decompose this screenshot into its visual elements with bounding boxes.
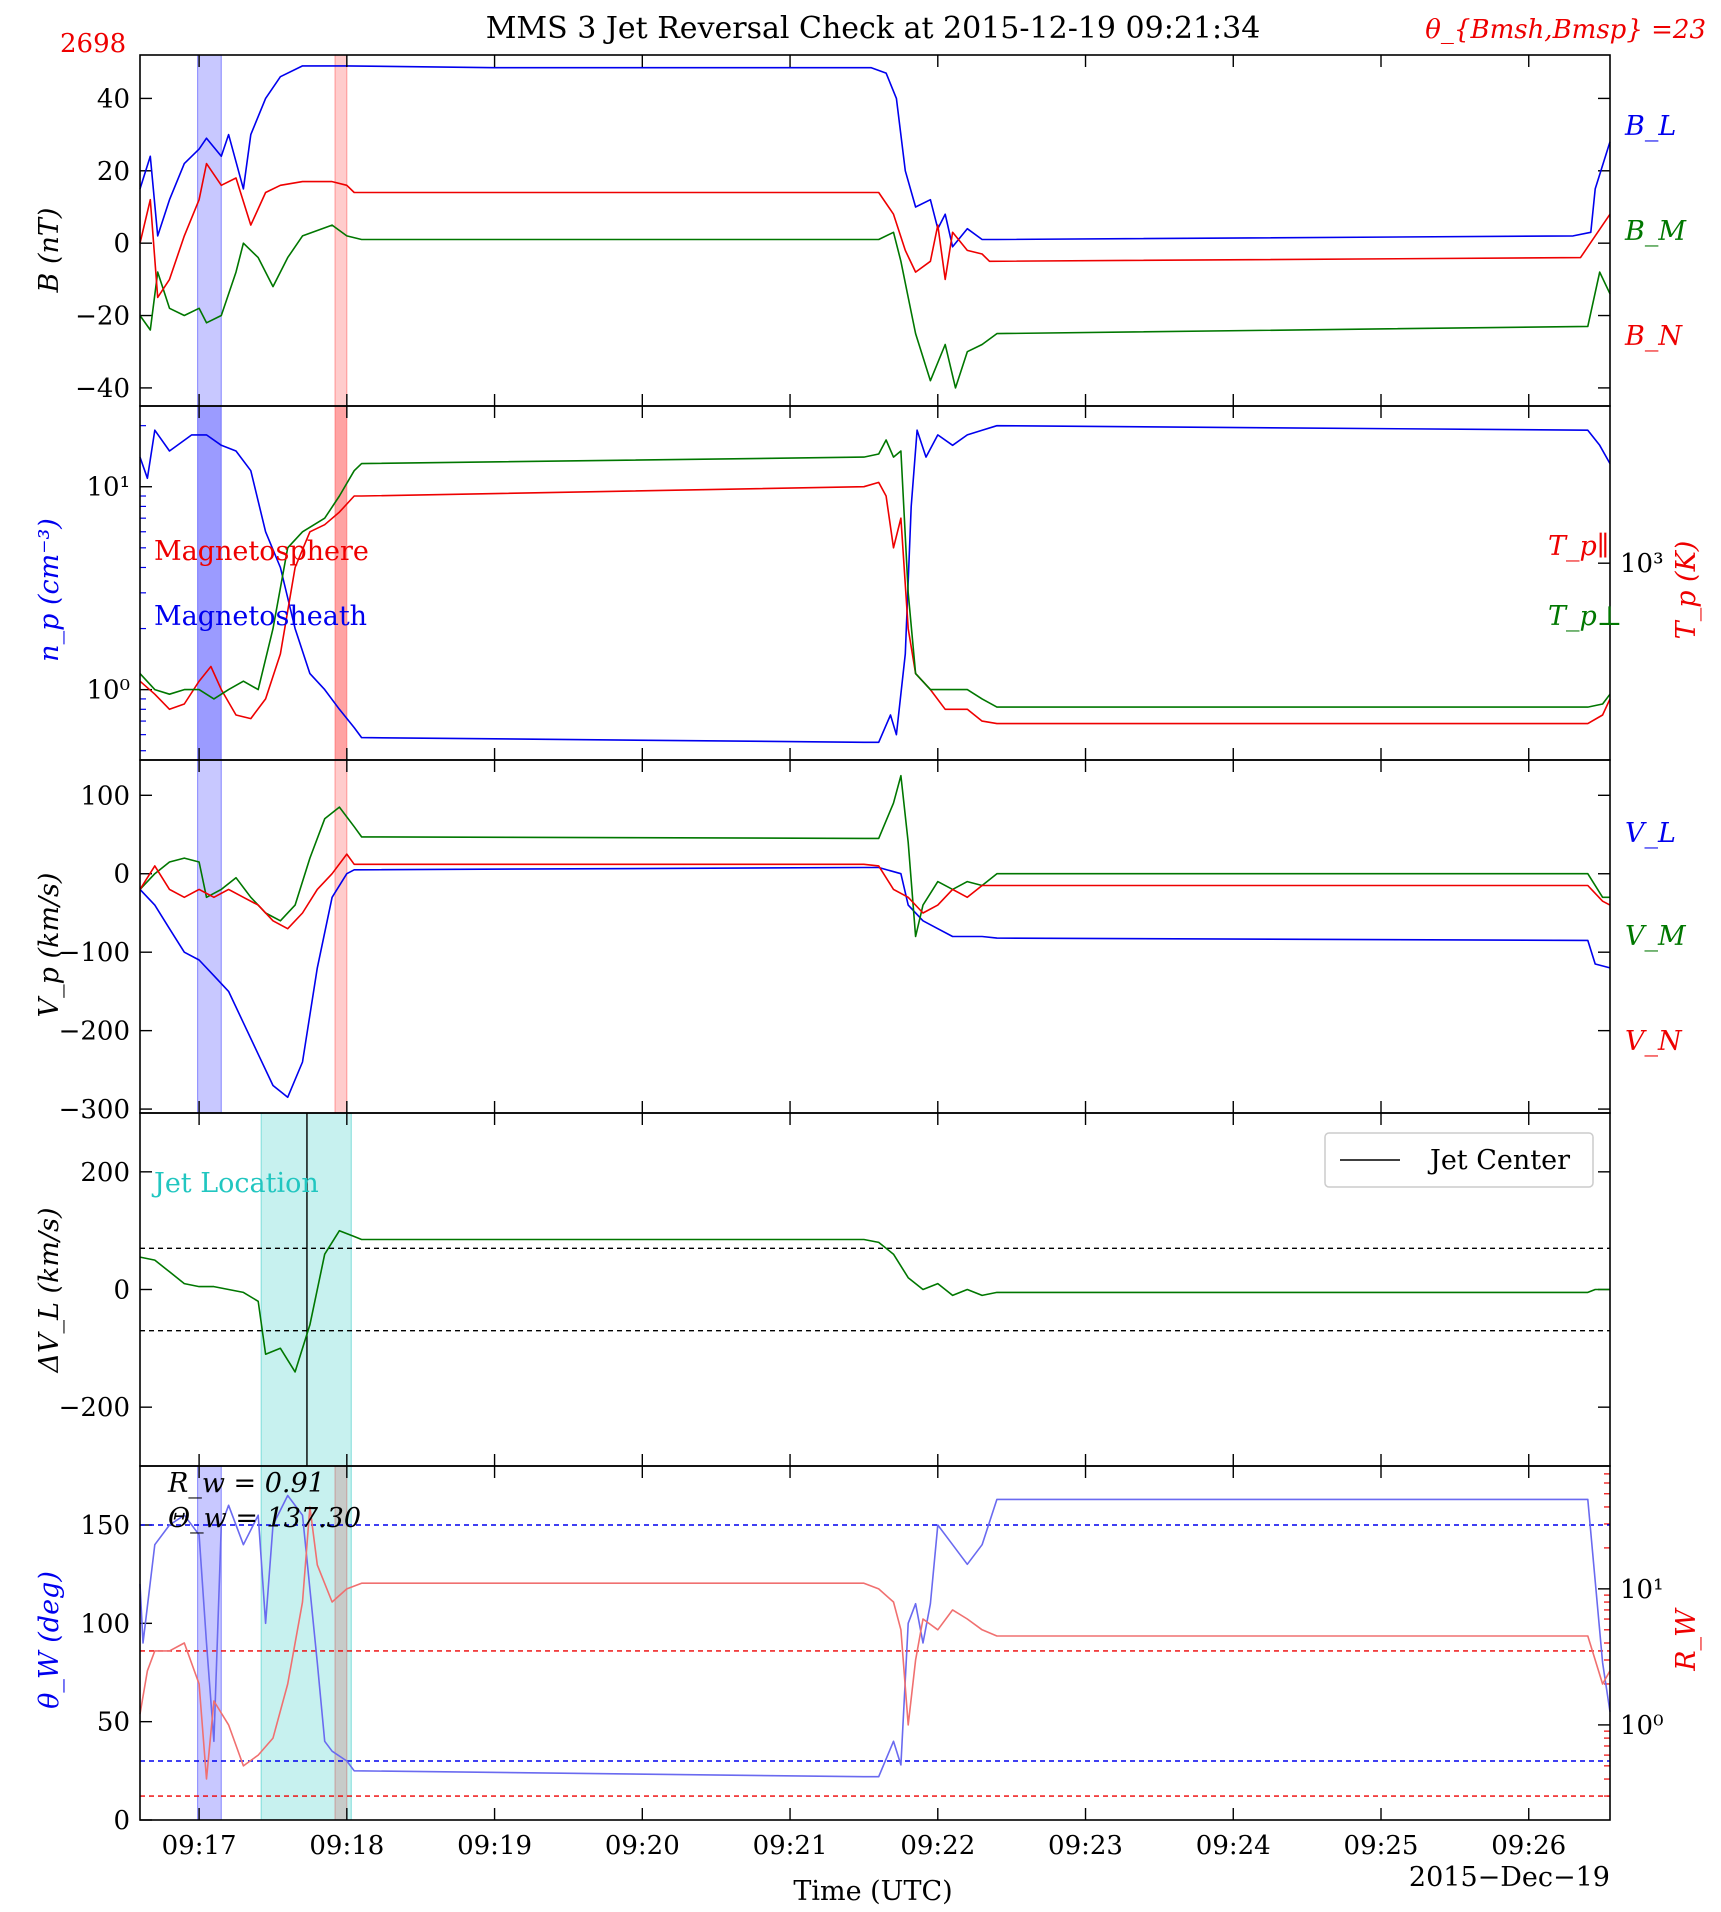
magnetosheath-label: Magnetosheath [154,601,367,632]
figure-title: MMS 3 Jet Reversal Check at 2015-12-19 0… [486,11,1261,46]
dvl-y-label: 200 [80,1158,130,1188]
np-y-label: 10¹ [86,473,130,503]
b-y-label: −20 [75,302,130,332]
series-theta-w [139,1494,1611,1778]
thetaw-stat: Θ_w = 137.30 [168,1503,361,1534]
legend-tp-perp: T_p⊥ [1548,601,1622,632]
vp-y-label: −300 [59,1095,130,1125]
thetaw-y-label: 50 [97,1708,130,1738]
legend-jet-center: Jet Center [1427,1145,1570,1176]
panel-frames [139,54,1611,1821]
series-b-n [139,162,1611,299]
thetaw-y-label: 0 [113,1806,130,1836]
panel-velocity: 100 0 −100 −200 −300 [59,760,1611,1125]
rw-stat: R_w = 0.91 [167,1468,325,1499]
legend-vm: V_M [1625,921,1687,952]
np-y-label: 10⁰ [86,676,130,706]
rw-y-label: 10¹ [1620,1575,1664,1605]
b-y-label: 0 [113,229,130,259]
dvl-y-label: 0 [113,1276,130,1306]
panel-delta-vl: 200 0 −200 [59,1113,1610,1466]
legend-tp-par: T_p∥ [1548,531,1609,562]
series-v-m [139,774,1610,938]
dvl-y-label: −200 [59,1393,130,1423]
series-n_p [139,424,1611,744]
x-tick-label: 09:26 [1491,1831,1566,1861]
series-r-w [139,1506,1611,1780]
blue-interval-b [197,54,222,407]
x-tick-label: 09:24 [1196,1831,1271,1861]
b-y-label: −40 [75,374,130,404]
x-axis-label: Time (UTC) [793,1876,952,1907]
vp-ylabel: V_p (km/s) [34,873,65,1018]
dvl-ylabel: ΔV_L (km/s) [34,1208,65,1374]
x-tick-label: 09:21 [753,1831,828,1861]
legend-bm: B_M [1624,216,1687,247]
thetaw-y-label: 150 [80,1511,130,1541]
series-v-n [139,853,1611,930]
vp-y-label: 0 [113,860,130,890]
series-t_p [139,481,1611,725]
b-ylabel: B (nT) [34,208,65,294]
panel-density-temperature: 10¹ 10⁰ 10³ [86,406,1664,760]
blue-interval-v [197,759,222,1114]
series-b-l [139,65,1611,248]
thetaw-ylabel: θ_W (deg) [34,1571,65,1709]
red-interval-b [334,54,348,407]
blue-interval-n [197,405,222,761]
legend-box [1324,1132,1594,1188]
magnetosphere-label: Magnetosphere [154,536,369,567]
legend-vn: V_N [1625,1026,1683,1057]
x-tick-label: 09:20 [605,1831,680,1861]
series-t_p [139,439,1611,708]
panel-walen: 150 100 50 0 10¹ 10⁰ 09:17 09:18 09:19 09:20 09:21… [80,1466,1664,1861]
tp-ylabel: T_p (K) [1671,541,1702,640]
jet-location-label: Jet Location [151,1168,319,1199]
b-y-label: 40 [97,84,130,114]
vp-y-label: −200 [59,1017,130,1047]
series-v-l [139,866,1611,1099]
tp-y-label: 10³ [1620,549,1664,579]
x-tick-label: 09:22 [900,1831,975,1861]
rw-y-label: 10⁰ [1620,1711,1664,1741]
theta-bmsh-bmsp-label: θ_{Bmsh,Bmsp} =23 [1425,15,1706,45]
vp-y-label: −100 [59,938,130,968]
panel-magnetic-field: 40 20 0 −20 −40 [75,55,1611,406]
legend-bn: B_N [1624,321,1683,352]
red-interval-v [334,759,348,1114]
frame-v [139,759,1611,1114]
jet-location-band-dv [260,1112,352,1467]
b-y-label: 20 [97,157,130,187]
x-tick-label: 09:23 [1048,1831,1123,1861]
legend-bl: B_L [1624,111,1676,142]
x-tick-label: 09:17 [162,1831,237,1861]
x-tick-label: 09:18 [309,1831,384,1861]
series-b-m [139,224,1611,389]
x-tick-label: 09:19 [457,1831,532,1861]
series-delta-vl [139,1229,1610,1373]
legend-vl: V_L [1625,818,1676,849]
date-label: 2015−Dec−19 [1409,1862,1610,1893]
np-ylabel: n_p (cm⁻³) [34,518,65,662]
x-tick-label: 09:25 [1344,1831,1419,1861]
rw-ylabel: R_W [1671,1607,1702,1672]
event-id: 2698 [60,29,126,59]
frame-w [139,1465,1611,1821]
thetaw-y-label: 100 [80,1609,130,1639]
vp-y-label: 100 [80,781,130,811]
frame-b [139,54,1611,407]
